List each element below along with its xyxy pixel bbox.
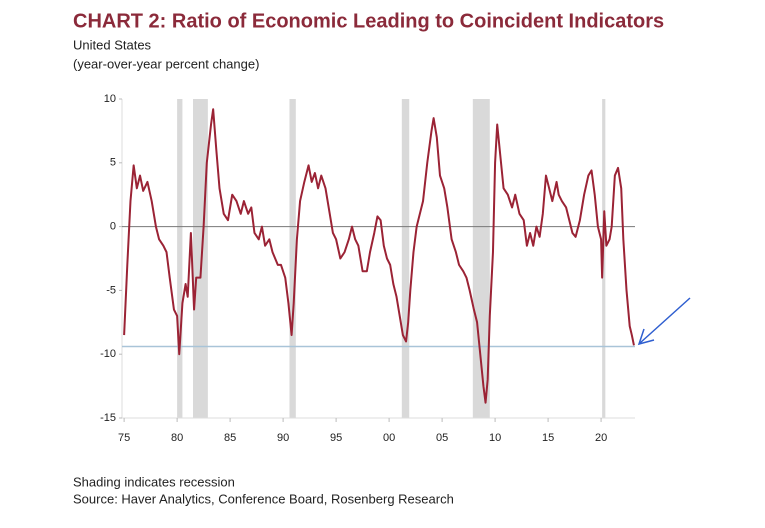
source: Source: Haver Analytics, Conference Boar… — [73, 491, 454, 506]
subtitle: United States — [73, 37, 152, 52]
arrow-annotation — [637, 297, 691, 346]
arrow-shaft — [639, 297, 691, 344]
x-tick-label: 95 — [330, 432, 342, 444]
chart-title: CHART 2: Ratio of Economic Leading to Co… — [73, 10, 664, 32]
y-tick-label: 10 — [104, 93, 116, 105]
recession-band — [289, 99, 296, 418]
y-tick-label: -5 — [106, 284, 116, 296]
recession-band — [472, 99, 490, 418]
x-tick-label: 00 — [383, 432, 395, 444]
y-tick-label: 0 — [110, 221, 116, 233]
x-tick-label: 90 — [277, 432, 289, 444]
x-tick-label: 80 — [171, 432, 183, 444]
note: Shading indicates recession — [73, 474, 235, 489]
x-tick-label: 10 — [489, 432, 501, 444]
x-tick-label: 20 — [595, 432, 607, 444]
y-tick-label: 5 — [110, 157, 116, 169]
x-tick-label: 75 — [118, 432, 130, 444]
y-axis-label: (year-over-year percent change) — [73, 56, 259, 71]
arrow-head — [637, 328, 655, 346]
y-tick-label: -15 — [100, 412, 116, 424]
recession-band — [401, 99, 410, 418]
data-line — [123, 108, 635, 404]
y-tick-label: -10 — [100, 348, 116, 360]
recession-band — [177, 99, 183, 418]
x-tick-label: 85 — [224, 432, 236, 444]
recession-band — [193, 99, 208, 418]
x-tick-label: 15 — [542, 432, 554, 444]
x-tick-label: 05 — [436, 432, 448, 444]
